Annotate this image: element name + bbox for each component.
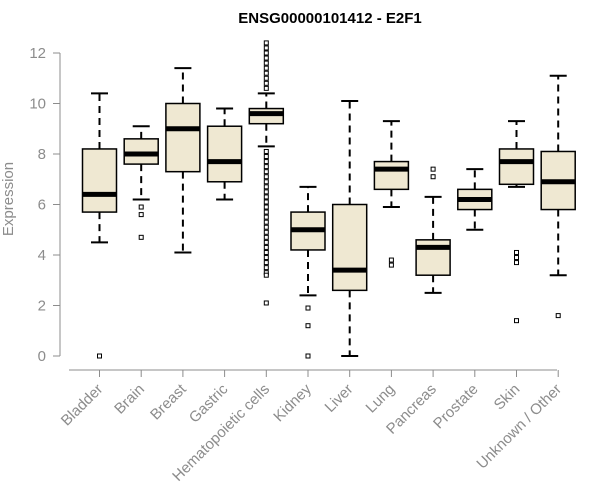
box-group [248, 40, 285, 306]
box [248, 107, 285, 125]
outlier-point [263, 272, 269, 278]
box-group [206, 107, 243, 201]
outlier-point [263, 80, 269, 86]
outlier-point [514, 318, 519, 324]
outlier-point [263, 55, 269, 61]
outlier-point [263, 148, 269, 154]
outlier-point [263, 174, 269, 180]
box-group [540, 74, 576, 319]
box [498, 148, 535, 186]
box [331, 203, 368, 292]
outlier-point [138, 234, 144, 240]
outlier-point [263, 60, 269, 66]
outlier-point [263, 214, 269, 220]
outlier-point [263, 194, 269, 200]
outlier-point [263, 159, 269, 165]
outlier-point [263, 169, 269, 175]
x-tick-label: Brain [111, 381, 148, 418]
outlier-point [305, 353, 311, 359]
outlier-point [263, 219, 269, 225]
y-tick-label: 8 [38, 146, 46, 163]
box-group [165, 67, 201, 254]
x-tick-label: Lung [363, 381, 399, 417]
box-group [415, 166, 451, 294]
y-tick-label: 4 [38, 247, 46, 264]
outlier-point [430, 166, 436, 172]
y-tick-label: 6 [38, 197, 46, 214]
x-tick-label: Kidney [270, 380, 315, 425]
outlier-point [263, 300, 269, 306]
y-ticks: 0 2 4 6 8 10 12 [29, 45, 60, 365]
outlier-point [138, 212, 144, 218]
outlier-point [430, 174, 436, 180]
x-tick-label: Skin [491, 381, 524, 414]
outlier-point [263, 40, 269, 46]
outlier-point [263, 224, 269, 230]
outlier-point [263, 260, 269, 266]
y-axis-label: Expression [0, 162, 17, 236]
outlier-point [305, 305, 311, 311]
outlier-point [263, 179, 269, 185]
outlier-point [263, 199, 269, 205]
outlier-point [97, 353, 102, 359]
outlier-point [263, 234, 269, 240]
outlier-point [263, 189, 269, 195]
outlier-point [263, 164, 269, 170]
box [123, 138, 159, 165]
outlier-point [263, 239, 269, 245]
boxes [81, 40, 576, 359]
outlier-point [388, 262, 394, 268]
box [373, 160, 410, 191]
box-group [373, 120, 410, 268]
box [206, 125, 243, 183]
outlier-point [263, 255, 269, 261]
outlier-point [388, 257, 394, 263]
outlier-point [263, 85, 269, 91]
box-group [457, 168, 493, 231]
outlier-point [514, 260, 519, 266]
outlier-point [305, 323, 311, 329]
outlier-point [263, 249, 269, 255]
x-tick-label: Bladder [58, 381, 107, 430]
outlier-point [263, 209, 269, 215]
box-group [81, 92, 118, 359]
box-group [123, 125, 159, 240]
x-tick-label: Breast [147, 380, 190, 423]
outlier-point [263, 50, 269, 56]
y-tick-label: 2 [38, 298, 46, 315]
box-group [331, 99, 368, 357]
outlier-point [263, 204, 269, 210]
outlier-point [138, 204, 144, 210]
outlier-point [263, 244, 269, 250]
y-tick-label: 0 [38, 348, 46, 365]
x-tick-label: Liver [322, 381, 357, 416]
box [165, 102, 201, 173]
outlier-point [263, 45, 269, 51]
outlier-point [263, 184, 269, 190]
outlier-point [263, 70, 269, 76]
y-tick-label: 10 [29, 96, 46, 113]
box [81, 148, 118, 213]
outlier-point [263, 265, 269, 271]
x-tick-label: Prostate [430, 381, 482, 433]
outlier-point [514, 255, 519, 261]
chart-title: ENSG00000101412 - E2F1 [238, 10, 421, 27]
outlier-point [263, 75, 269, 81]
outlier-point [263, 65, 269, 71]
box-group [290, 185, 326, 359]
box-group [498, 120, 535, 324]
outlier-point [555, 313, 561, 319]
outlier-point [263, 229, 269, 235]
outlier-point [263, 154, 269, 160]
y-tick-label: 12 [29, 45, 46, 62]
outlier-point [514, 249, 519, 255]
